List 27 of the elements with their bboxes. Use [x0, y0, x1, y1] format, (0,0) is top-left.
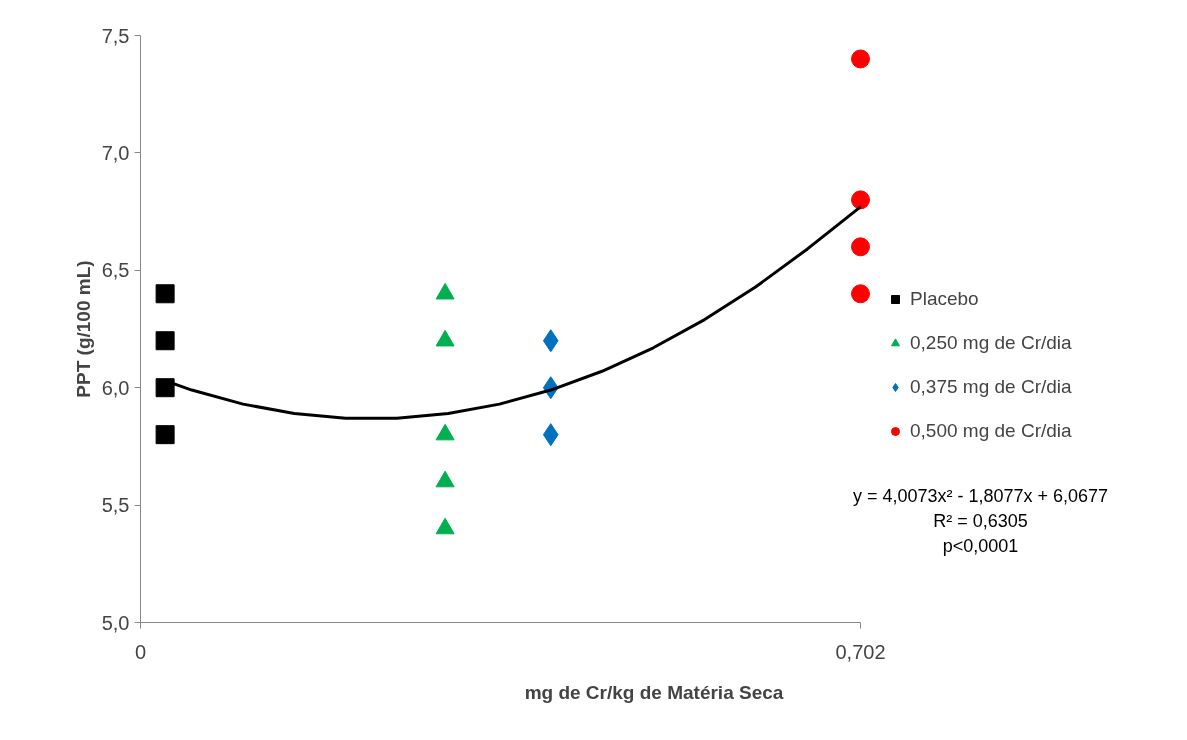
y-tick-label: 6,0 — [101, 376, 130, 399]
point — [542, 329, 559, 353]
y-tick-label: 7,0 — [101, 141, 130, 164]
y-tick-label: 6,5 — [101, 259, 130, 282]
x-axis-title: mg de Cr/kg de Matéria Seca — [524, 681, 784, 703]
point — [851, 237, 870, 257]
annotation: y = 4,0073x² - 1,8077x + 6,0677 — [852, 485, 1109, 506]
point — [155, 425, 175, 445]
y-tick-label: 5,0 — [101, 611, 130, 634]
x-tick-label: 0,702 — [835, 640, 886, 663]
legend-label: 0,250 mg de Cr/dia — [910, 332, 1072, 354]
x-tick-label: 0 — [134, 640, 147, 663]
legend-label: 0,500 mg de Cr/dia — [910, 420, 1072, 442]
point — [155, 331, 175, 351]
text: R² = 0,6305 — [933, 510, 1028, 531]
point — [851, 284, 870, 304]
text: p<0,0001 — [942, 535, 1019, 556]
y-tick-label: 5,5 — [101, 494, 130, 517]
point — [851, 49, 870, 69]
point — [851, 190, 870, 210]
point — [542, 423, 559, 447]
y-tick-label: 7,5 — [101, 24, 130, 47]
point — [155, 284, 175, 304]
y-axis-title: PPT (g/100 mL) — [72, 260, 94, 398]
point — [155, 378, 175, 398]
legend-label: Placebo — [910, 288, 979, 310]
legend-label: 0,375 mg de Cr/dia — [910, 376, 1072, 398]
